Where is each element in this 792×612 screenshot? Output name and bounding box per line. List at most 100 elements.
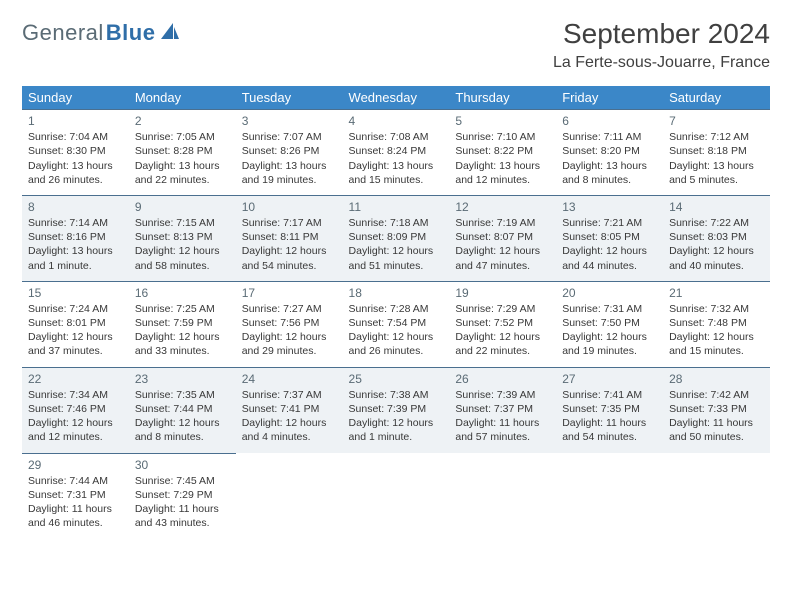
sunrise-line: Sunrise: 7:08 AM xyxy=(349,130,444,144)
daylight-line: Daylight: 12 hours and 15 minutes. xyxy=(669,330,764,358)
sunrise-line: Sunrise: 7:22 AM xyxy=(669,216,764,230)
sunset-line: Sunset: 8:01 PM xyxy=(28,316,123,330)
sunrise-line: Sunrise: 7:10 AM xyxy=(455,130,550,144)
sunrise-line: Sunrise: 7:04 AM xyxy=(28,130,123,144)
day-number: 23 xyxy=(135,371,230,387)
day-number: 16 xyxy=(135,285,230,301)
sunset-line: Sunset: 8:07 PM xyxy=(455,230,550,244)
daylight-line: Daylight: 12 hours and 54 minutes. xyxy=(242,244,337,272)
sunset-line: Sunset: 7:29 PM xyxy=(135,488,230,502)
day-cell: 25Sunrise: 7:38 AMSunset: 7:39 PMDayligh… xyxy=(343,367,450,453)
sunset-line: Sunset: 7:46 PM xyxy=(28,402,123,416)
logo: GeneralBlue xyxy=(22,20,181,46)
day-number: 1 xyxy=(28,113,123,129)
day-cell: 6Sunrise: 7:11 AMSunset: 8:20 PMDaylight… xyxy=(556,110,663,196)
sunset-line: Sunset: 8:18 PM xyxy=(669,144,764,158)
daylight-line: Daylight: 13 hours and 1 minute. xyxy=(28,244,123,272)
sunset-line: Sunset: 8:13 PM xyxy=(135,230,230,244)
sunset-line: Sunset: 8:20 PM xyxy=(562,144,657,158)
day-cell: 18Sunrise: 7:28 AMSunset: 7:54 PMDayligh… xyxy=(343,281,450,367)
day-number: 27 xyxy=(562,371,657,387)
sunrise-line: Sunrise: 7:15 AM xyxy=(135,216,230,230)
daylight-line: Daylight: 13 hours and 19 minutes. xyxy=(242,159,337,187)
sunset-line: Sunset: 7:33 PM xyxy=(669,402,764,416)
sunrise-line: Sunrise: 7:29 AM xyxy=(455,302,550,316)
day-header-sunday: Sunday xyxy=(22,86,129,110)
calendar-table: SundayMondayTuesdayWednesdayThursdayFrid… xyxy=(22,86,770,538)
day-number: 5 xyxy=(455,113,550,129)
location: La Ferte-sous-Jouarre, France xyxy=(553,54,770,72)
day-header-thursday: Thursday xyxy=(449,86,556,110)
sunrise-line: Sunrise: 7:17 AM xyxy=(242,216,337,230)
day-number: 9 xyxy=(135,199,230,215)
sunset-line: Sunset: 8:24 PM xyxy=(349,144,444,158)
day-header-row: SundayMondayTuesdayWednesdayThursdayFrid… xyxy=(22,86,770,110)
day-cell: 30Sunrise: 7:45 AMSunset: 7:29 PMDayligh… xyxy=(129,453,236,538)
sunset-line: Sunset: 8:22 PM xyxy=(455,144,550,158)
sunset-line: Sunset: 7:41 PM xyxy=(242,402,337,416)
day-number: 3 xyxy=(242,113,337,129)
sunset-line: Sunset: 8:16 PM xyxy=(28,230,123,244)
day-cell: 14Sunrise: 7:22 AMSunset: 8:03 PMDayligh… xyxy=(663,195,770,281)
day-number: 13 xyxy=(562,199,657,215)
daylight-line: Daylight: 12 hours and 51 minutes. xyxy=(349,244,444,272)
sunset-line: Sunset: 7:35 PM xyxy=(562,402,657,416)
daylight-line: Daylight: 12 hours and 33 minutes. xyxy=(135,330,230,358)
sunrise-line: Sunrise: 7:42 AM xyxy=(669,388,764,402)
empty-cell xyxy=(449,453,556,538)
daylight-line: Daylight: 12 hours and 47 minutes. xyxy=(455,244,550,272)
calendar-body: 1Sunrise: 7:04 AMSunset: 8:30 PM Daylight… xyxy=(22,110,770,539)
sunrise-line: Sunrise: 7:28 AM xyxy=(349,302,444,316)
day-header-saturday: Saturday xyxy=(663,86,770,110)
day-cell: 15Sunrise: 7:24 AMSunset: 8:01 PMDayligh… xyxy=(22,281,129,367)
daylight-line: Daylight: 13 hours and 22 minutes. xyxy=(135,159,230,187)
day-cell: 28Sunrise: 7:42 AMSunset: 7:33 PMDayligh… xyxy=(663,367,770,453)
day-cell: 8Sunrise: 7:14 AMSunset: 8:16 PMDaylight… xyxy=(22,195,129,281)
empty-cell xyxy=(556,453,663,538)
empty-cell xyxy=(343,453,450,538)
month-title: September 2024 xyxy=(553,18,770,50)
sunset-line: Sunset: 8:09 PM xyxy=(349,230,444,244)
sunrise-line: Sunrise: 7:21 AM xyxy=(562,216,657,230)
sunrise-line: Sunrise: 7:19 AM xyxy=(455,216,550,230)
daylight-line: Daylight: 12 hours and 12 minutes. xyxy=(28,416,123,444)
day-number: 14 xyxy=(669,199,764,215)
week-row: 29Sunrise: 7:44 AMSunset: 7:31 PMDayligh… xyxy=(22,453,770,538)
day-cell: 24Sunrise: 7:37 AMSunset: 7:41 PMDayligh… xyxy=(236,367,343,453)
day-number: 22 xyxy=(28,371,123,387)
sunrise-line: Sunrise: 7:45 AM xyxy=(135,474,230,488)
sunset-line: Sunset: 8:26 PM xyxy=(242,144,337,158)
sunset-line: Sunset: 8:30 PM xyxy=(28,144,123,158)
day-number: 6 xyxy=(562,113,657,129)
sunrise-line: Sunrise: 7:44 AM xyxy=(28,474,123,488)
sunset-line: Sunset: 7:39 PM xyxy=(349,402,444,416)
sunrise-line: Sunrise: 7:39 AM xyxy=(455,388,550,402)
day-number: 15 xyxy=(28,285,123,301)
day-number: 30 xyxy=(135,457,230,473)
day-number: 7 xyxy=(669,113,764,129)
daylight-line: Daylight: 12 hours and 19 minutes. xyxy=(562,330,657,358)
empty-cell xyxy=(236,453,343,538)
day-cell: 3Sunrise: 7:07 AMSunset: 8:26 PMDaylight… xyxy=(236,110,343,196)
day-cell: 13Sunrise: 7:21 AMSunset: 8:05 PMDayligh… xyxy=(556,195,663,281)
daylight-line: Daylight: 11 hours and 50 minutes. xyxy=(669,416,764,444)
sunset-line: Sunset: 8:05 PM xyxy=(562,230,657,244)
day-number: 10 xyxy=(242,199,337,215)
week-row: 1Sunrise: 7:04 AMSunset: 8:30 PM Daylight… xyxy=(22,110,770,196)
sunset-line: Sunset: 7:44 PM xyxy=(135,402,230,416)
daylight-line: Daylight: 12 hours and 26 minutes. xyxy=(349,330,444,358)
day-cell: 1Sunrise: 7:04 AMSunset: 8:30 PMDaylight… xyxy=(22,110,129,196)
sunset-line: Sunset: 8:11 PM xyxy=(242,230,337,244)
day-number: 4 xyxy=(349,113,444,129)
daylight-line: Daylight: 12 hours and 4 minutes. xyxy=(242,416,337,444)
daylight-line: Daylight: 12 hours and 1 minute. xyxy=(349,416,444,444)
sunrise-line: Sunrise: 7:37 AM xyxy=(242,388,337,402)
day-number: 17 xyxy=(242,285,337,301)
day-number: 21 xyxy=(669,285,764,301)
day-cell: 7Sunrise: 7:12 AMSunset: 8:18 PMDaylight… xyxy=(663,110,770,196)
sunrise-line: Sunrise: 7:11 AM xyxy=(562,130,657,144)
day-number: 24 xyxy=(242,371,337,387)
week-row: 22Sunrise: 7:34 AMSunset: 7:46 PMDayligh… xyxy=(22,367,770,453)
sunrise-line: Sunrise: 7:35 AM xyxy=(135,388,230,402)
sunrise-line: Sunrise: 7:14 AM xyxy=(28,216,123,230)
